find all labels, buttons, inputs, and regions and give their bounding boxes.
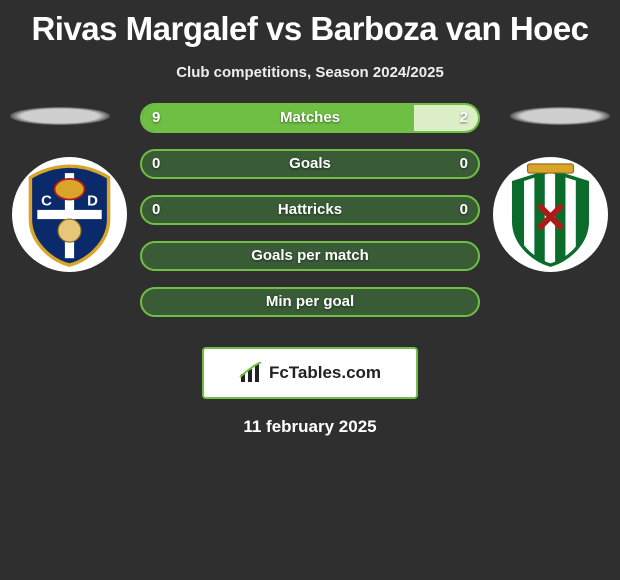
svg-text:C: C <box>41 192 52 209</box>
date-label: 11 february 2025 <box>0 417 620 437</box>
stat-bar: Goals0 0 <box>140 149 480 179</box>
watermark: FcTables.com <box>202 347 418 399</box>
subtitle: Club competitions, Season 2024/2025 <box>0 64 620 81</box>
bar-label: Matches <box>142 105 478 131</box>
stat-bar: Matches9 2 <box>140 103 480 133</box>
svg-text:T: T <box>65 243 74 260</box>
bar-value-right: 0 <box>460 151 468 177</box>
watermark-text: FcTables.com <box>269 363 381 383</box>
stat-bars: Matches92Goals00Hattricks00Goals per mat… <box>140 103 480 333</box>
bar-value-left: 9 <box>152 105 160 131</box>
bar-value-right: 2 <box>460 105 468 131</box>
bar-label: Hattricks <box>142 197 478 223</box>
page-title: Rivas Margalef vs Barboza van Hoec <box>0 0 620 48</box>
stat-bar: Goals per match <box>140 241 480 271</box>
stat-bar: Hattricks0 0 <box>140 195 480 225</box>
crown-icon <box>55 179 85 200</box>
bar-label: Goals per match <box>142 243 478 269</box>
bar-value-left: 0 <box>152 197 160 223</box>
stat-bar: Min per goal <box>140 287 480 317</box>
bar-value-right: 0 <box>460 197 468 223</box>
bar-value-left: 0 <box>152 151 160 177</box>
wall-icon <box>528 164 574 173</box>
ball-icon <box>58 219 81 242</box>
player-shadow-left <box>10 107 110 125</box>
comparison-arena: C D T Matches92Goals00Hattricks00Goals p… <box>0 103 620 343</box>
barchart-icon <box>239 362 265 384</box>
svg-text:D: D <box>87 192 98 209</box>
club-crest-left: C D T <box>12 157 127 272</box>
club-crest-right <box>493 157 608 272</box>
player-shadow-right <box>510 107 610 125</box>
bar-label: Goals <box>142 151 478 177</box>
bar-label: Min per goal <box>142 289 478 315</box>
